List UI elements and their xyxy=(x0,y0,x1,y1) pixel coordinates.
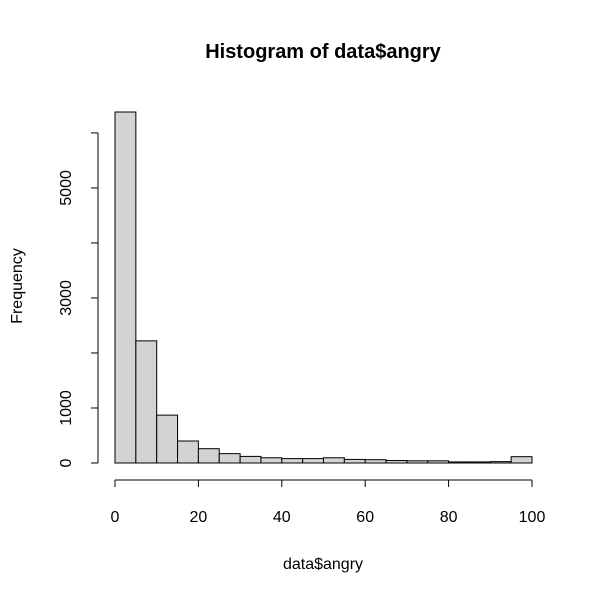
histogram-bar xyxy=(385,460,408,464)
histogram-bar xyxy=(427,460,450,464)
histogram-bar xyxy=(323,457,345,464)
y-axis-label: Frequency xyxy=(9,248,26,324)
x-tick-label: 40 xyxy=(273,509,291,526)
x-tick-label: 20 xyxy=(190,509,208,526)
histogram-bar xyxy=(177,440,199,464)
x-tick-label: 100 xyxy=(519,509,546,526)
histogram-bar xyxy=(510,456,533,464)
y-tick-label: 5000 xyxy=(58,170,75,206)
bars-group xyxy=(114,111,533,464)
x-tick-label: 60 xyxy=(356,509,374,526)
histogram-bar xyxy=(114,111,137,464)
histogram-bar xyxy=(239,455,262,464)
histogram-bar xyxy=(343,458,366,464)
histogram-bar xyxy=(448,461,470,464)
histogram-bar xyxy=(218,453,241,464)
histogram-bar xyxy=(281,458,304,464)
x-tick-label: 0 xyxy=(111,509,120,526)
histogram-bar xyxy=(260,457,283,464)
histogram-bar xyxy=(406,460,429,464)
histogram-bar xyxy=(489,461,512,464)
y-tick-label: 3000 xyxy=(58,280,75,316)
y-tick-label: 0 xyxy=(58,458,75,467)
chart-title: Histogram of data$angry xyxy=(205,41,441,63)
histogram-bar xyxy=(156,414,179,464)
histogram-bar xyxy=(135,340,158,464)
histogram-bar xyxy=(468,461,491,464)
histogram-bar xyxy=(197,448,220,464)
x-axis-label: data$angry xyxy=(283,556,363,573)
x-axis: 0 20 40 60 80 100 xyxy=(111,479,546,526)
histogram-bar xyxy=(302,458,324,464)
y-tick-label: 1000 xyxy=(58,390,75,426)
histogram-bar xyxy=(364,459,387,464)
y-axis: 0 1000 3000 5000 xyxy=(58,132,99,467)
x-tick-label: 80 xyxy=(440,509,458,526)
